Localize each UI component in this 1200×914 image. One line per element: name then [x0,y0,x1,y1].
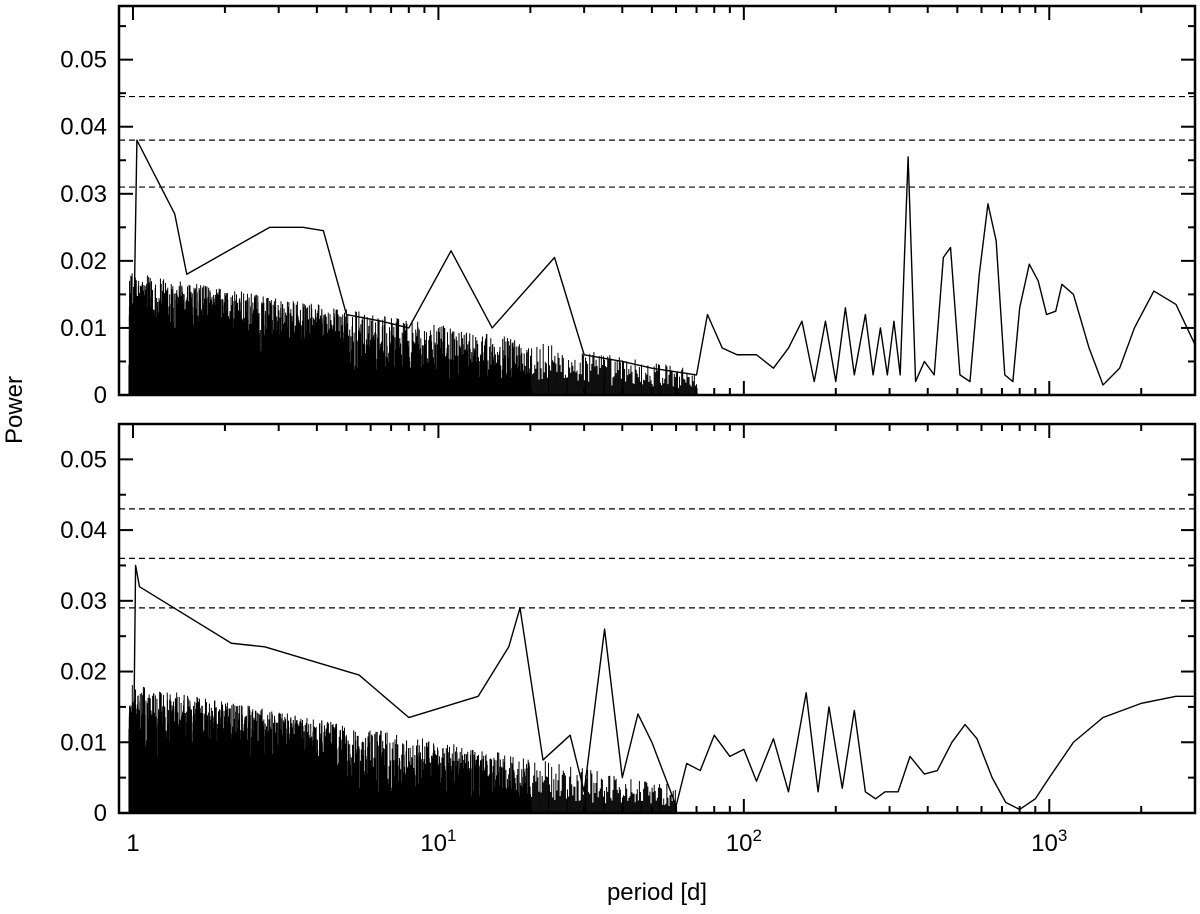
top-threshold-lines [119,95,1195,188]
bottom-threshold-lines [119,508,1195,609]
bottom-plot-frame [117,422,1197,815]
bot-ytick-label-1: 0.01 [60,729,107,756]
top-ytick-label-5: 0.05 [60,47,107,74]
top-ytick-label-0: 0 [94,382,107,409]
top-ytick-label-1: 0.01 [60,315,107,342]
top-x-axis-ticks [131,6,1196,395]
bot-ytick-label-3: 0.03 [60,588,107,615]
bottom-y-axis: 0 0.01 0.02 0.03 0.04 0.05 [60,446,1195,827]
top-plot-frame [117,4,1197,397]
bot-xtick-label-0: 1 [126,830,139,857]
top-ytick-label-3: 0.03 [60,181,107,208]
bot-noise-spikes [128,684,676,813]
bottom-power-series [132,564,1195,811]
bot-xtick-label-1: 101 [420,826,456,857]
top-ytick-label-4: 0.04 [60,114,107,141]
top-ytick-label-2: 0.02 [60,248,107,275]
top-panel: 0 0.01 0.02 0.03 0.04 0.05 [60,4,1197,409]
bot-ytick-label-4: 0.04 [60,517,107,544]
top-noise-forest [128,273,697,395]
bottom-x-axis: 1 101 102 103 [126,424,1196,857]
bot-xtick-label-3: 103 [1031,826,1067,857]
top-power-series [132,139,1196,386]
bot-ytick-label-2: 0.02 [60,659,107,686]
bot-ytick-label-0: 0 [94,800,107,827]
top-y-axis: 0 0.01 0.02 0.03 0.04 0.05 [60,25,1195,409]
bot-ytick-label-5: 0.05 [60,446,107,473]
bottom-panel: 0 0.01 0.02 0.03 0.04 0.05 1 101 102 103 [60,422,1197,857]
y-axis-label: Power [1,376,28,444]
top-noise-spikes [128,273,697,395]
x-axis-label: period [d] [607,879,707,906]
bot-xtick-label-2: 102 [726,826,762,857]
bottom-noise-forest [128,684,676,813]
